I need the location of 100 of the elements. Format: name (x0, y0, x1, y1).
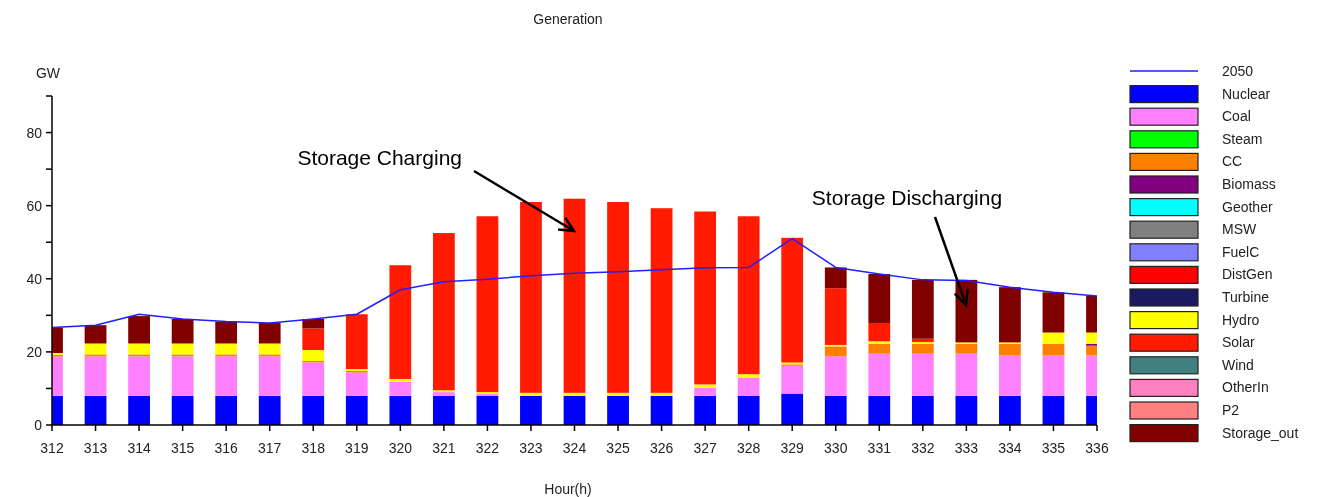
bar (955, 353, 978, 396)
bar (389, 265, 412, 379)
legend-label: Storage_out (1222, 424, 1299, 441)
x-tick-label: 317 (258, 440, 282, 456)
x-tick-label: 332 (911, 440, 935, 456)
x-tick-label: 315 (170, 440, 195, 456)
bar (258, 356, 281, 396)
bar (607, 392, 629, 396)
bar (955, 343, 978, 354)
bar (84, 343, 107, 355)
x-tick-label: 316 (214, 440, 239, 456)
bar (911, 338, 934, 343)
bar (432, 395, 455, 425)
y-tick-label: 60 (26, 197, 43, 214)
bar (302, 395, 325, 425)
bar (694, 395, 717, 425)
chart-title: Generation (533, 11, 603, 27)
x-tick-label: 322 (475, 440, 500, 456)
bar (911, 395, 934, 425)
bar (215, 343, 238, 355)
x-tick-label: 329 (780, 440, 805, 456)
bar (1042, 332, 1065, 344)
bar (345, 372, 368, 396)
x-tick-label: 313 (83, 440, 108, 456)
bar (302, 328, 325, 351)
bar (607, 395, 629, 425)
bar (911, 279, 934, 339)
legend-label: P2 (1222, 402, 1240, 418)
x-tick-label: 321 (432, 440, 456, 456)
bar (694, 211, 717, 385)
bar (389, 395, 412, 425)
bar (476, 216, 499, 393)
bar (563, 395, 586, 425)
bar (694, 384, 717, 388)
y-tick-label: 20 (26, 343, 43, 360)
bar (955, 395, 978, 425)
bar (258, 323, 281, 344)
x-tick-label: 324 (562, 440, 587, 456)
bar (737, 216, 760, 375)
bar (781, 237, 804, 363)
bar (171, 343, 194, 355)
bar (868, 323, 891, 342)
bar (824, 395, 847, 425)
annotation: Storage Charging (297, 146, 462, 169)
x-tick-label: 323 (519, 440, 543, 456)
y-axis-title: GW (35, 65, 61, 81)
legend-label: MSW (1222, 221, 1257, 238)
bar (258, 395, 281, 425)
legend-label: CC (1222, 153, 1243, 170)
legend-label: Solar (1222, 334, 1256, 351)
bar (781, 393, 804, 425)
legend-label: 2050 (1222, 63, 1254, 79)
legend-label: OtherIn (1222, 379, 1269, 396)
bar (389, 381, 412, 396)
bar (824, 356, 847, 396)
x-tick-label: 335 (1041, 440, 1066, 456)
bar (432, 233, 455, 391)
line-series (52, 237, 1097, 329)
bar (650, 392, 673, 396)
legend-label: Hydro (1222, 311, 1260, 328)
bar (650, 208, 673, 393)
bar (215, 395, 238, 425)
bar (215, 356, 238, 396)
bar (128, 343, 150, 355)
bar (128, 316, 150, 344)
bar (302, 362, 325, 396)
y-tick-label: 0 (34, 417, 43, 433)
bar (1042, 395, 1065, 425)
x-tick-label: 330 (824, 440, 848, 456)
bar (171, 318, 194, 344)
bar (650, 395, 673, 425)
bar (868, 341, 891, 344)
legend-label: Turbine (1222, 289, 1270, 305)
bar (737, 377, 760, 396)
bar (999, 395, 1021, 425)
bar (520, 395, 542, 425)
bar (171, 356, 194, 396)
x-tick-label: 327 (693, 440, 718, 456)
bar (128, 356, 150, 396)
bar (824, 267, 847, 289)
bar (520, 392, 542, 396)
x-tick-label: 333 (954, 440, 979, 456)
bar (781, 365, 804, 394)
bar (345, 314, 368, 370)
x-tick-label: 328 (736, 440, 761, 456)
x-tick-label: 312 (40, 440, 64, 456)
x-tick-label: 319 (345, 440, 369, 456)
bar (345, 395, 368, 425)
bar (607, 202, 629, 393)
bar (868, 395, 891, 425)
y-tick-label: 40 (26, 270, 43, 287)
bar (1042, 355, 1065, 396)
x-tick-label: 318 (301, 440, 326, 456)
legend-label: Coal (1222, 108, 1251, 125)
bar (911, 343, 934, 354)
annotation: Storage Discharging (811, 186, 1003, 209)
bar (737, 395, 760, 425)
bar (868, 343, 891, 354)
bar (128, 395, 150, 425)
bar (171, 395, 194, 425)
